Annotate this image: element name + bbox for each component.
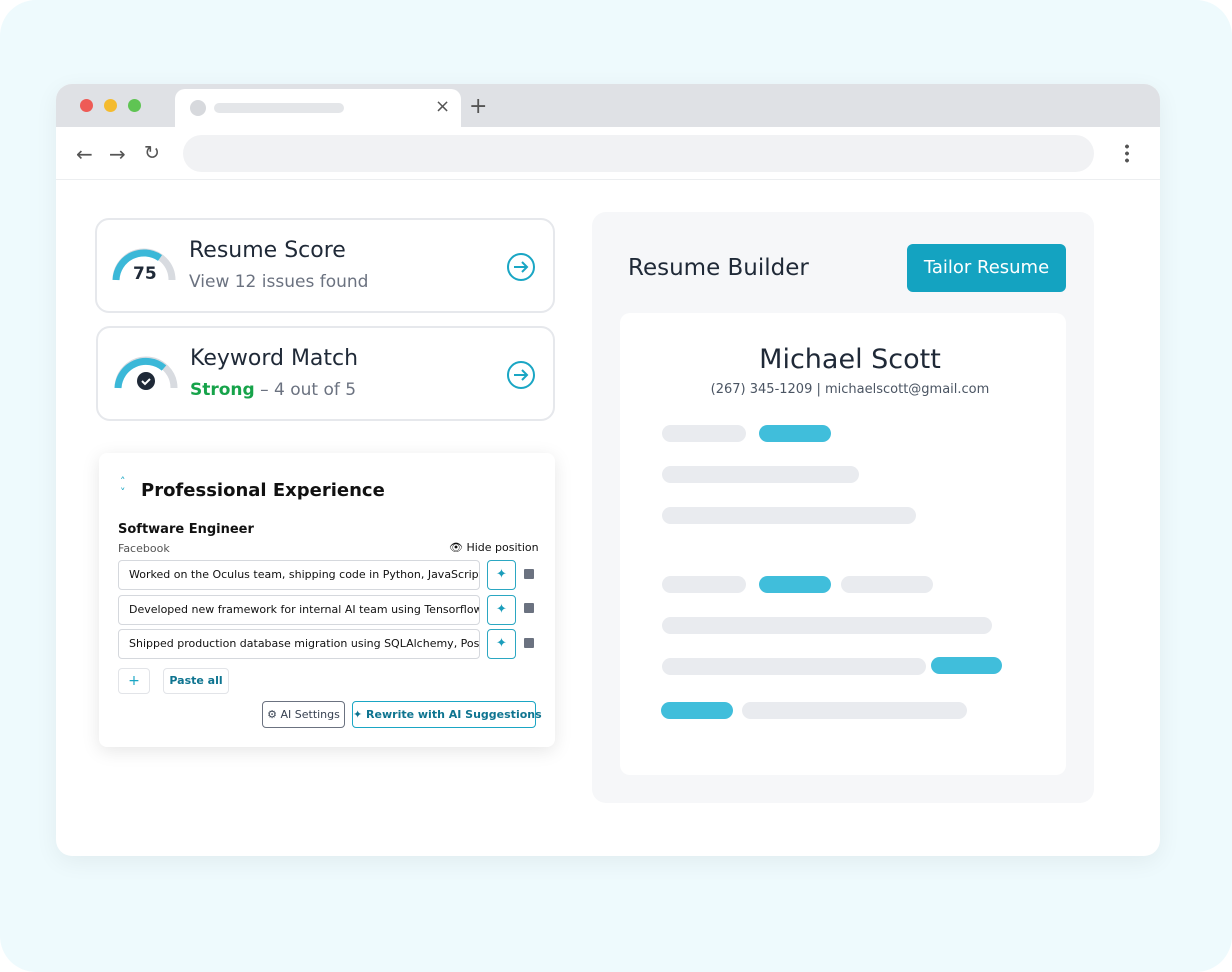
score-value: 75 (133, 264, 157, 284)
resume-name: Michael Scott (759, 344, 941, 375)
placeholder-line (662, 507, 916, 524)
tailor-button[interactable]: Tailor Resume (907, 244, 1066, 292)
ai-settings[interactable]: ⚙ AI Settings (262, 701, 345, 728)
resume-preview (620, 313, 1066, 775)
paste-all[interactable]: Paste all (163, 668, 229, 694)
score-subtitle: View 12 issues found (189, 272, 369, 292)
placeholder-highlight (661, 702, 733, 719)
keyword-arrow[interactable] (505, 359, 537, 391)
collapse-toggle[interactable]: ˄ ˅ (120, 475, 126, 499)
rewrite-label: Rewrite with AI Suggestions (366, 708, 542, 721)
score-gauge (112, 248, 176, 281)
placeholder-line (662, 576, 746, 593)
back[interactable]: ← (76, 142, 93, 166)
tab-close[interactable]: × (435, 96, 451, 117)
placeholder-highlight (931, 657, 1002, 674)
hide-position[interactable]: 👁 Hide position (449, 541, 539, 554)
placeholder-highlight (759, 425, 831, 442)
keyword-status: Strong (190, 380, 255, 400)
divider (56, 179, 1160, 180)
address-bar[interactable] (183, 135, 1094, 172)
ai-sparkle[interactable]: ✦ (487, 595, 516, 625)
close-dot[interactable] (80, 99, 93, 112)
bullet-input[interactable]: Worked on the Oculus team, shipping code… (118, 560, 480, 590)
keyword-detail: – 4 out of 5 (260, 380, 357, 400)
placeholder-line (662, 425, 746, 442)
experience-title: Professional Experience (141, 480, 385, 501)
minimize-dot[interactable] (104, 99, 117, 112)
position: Software Engineer (118, 522, 254, 537)
placeholder-line (841, 576, 933, 593)
builder-title: Resume Builder (628, 255, 809, 281)
bullet-input[interactable]: Developed new framework for internal AI … (118, 595, 480, 625)
delete[interactable] (524, 638, 534, 648)
placeholder-line (662, 617, 992, 634)
placeholder-line (662, 466, 859, 483)
bullet-input[interactable]: Shipped production database migration us… (118, 629, 480, 659)
score-arrow[interactable] (505, 251, 537, 283)
new-tab[interactable]: + (469, 94, 488, 119)
keyword-gauge (114, 356, 178, 390)
add-bullet[interactable]: + (118, 668, 150, 694)
rewrite-ai[interactable]: ✦ Rewrite with AI Suggestions (352, 701, 542, 728)
tab-icon (190, 100, 206, 116)
maximize-dot[interactable] (128, 99, 141, 112)
hide-label: Hide position (466, 541, 539, 554)
placeholder-line (662, 658, 926, 675)
ai-settings-label: AI Settings (280, 708, 340, 721)
placeholder-line (742, 702, 967, 719)
ai-sparkle[interactable]: ✦ (487, 629, 516, 659)
placeholder-highlight (759, 576, 831, 593)
delete[interactable] (524, 603, 534, 613)
keyword-title: Keyword Match (190, 346, 359, 371)
tab-title-placeholder (214, 103, 344, 113)
forward[interactable]: → (109, 142, 126, 166)
menu[interactable] (1125, 143, 1129, 163)
reload[interactable]: ↻ (144, 142, 160, 164)
delete[interactable] (524, 569, 534, 579)
ai-sparkle[interactable]: ✦ (487, 560, 516, 590)
score-title: Resume Score (189, 238, 346, 263)
resume-contact: (267) 345-1209 | michaelscott@gmail.com (710, 382, 990, 397)
company: Facebook (118, 542, 170, 555)
